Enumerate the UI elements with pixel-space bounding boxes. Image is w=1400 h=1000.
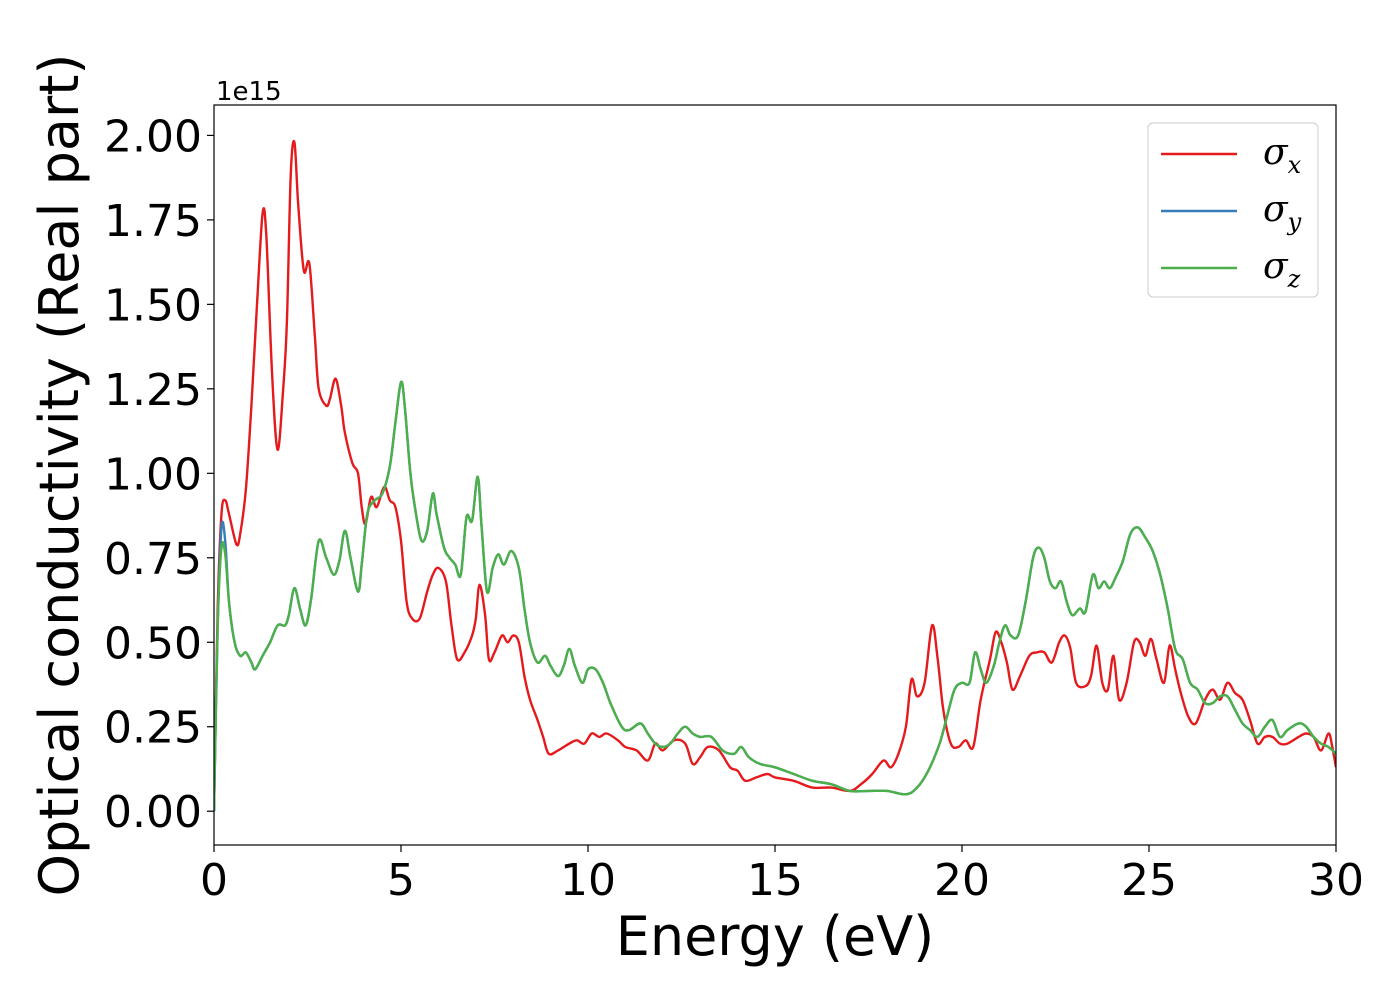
y-axis-offset-text: 1e15 [216, 77, 282, 107]
y-tick-label: 0.50 [104, 618, 202, 669]
legend-label-sigma-x: σx [1263, 132, 1302, 179]
x-tick-label: 10 [560, 855, 616, 906]
series-layer [214, 139, 1336, 812]
legend-label-sigma-z: σz [1263, 246, 1301, 293]
y-tick-label: 2.00 [104, 111, 202, 162]
legend-label-subscript: x [1288, 151, 1302, 179]
y-tick-label: 0.25 [104, 703, 202, 754]
y-tick-label: 1.50 [104, 280, 202, 331]
legend-label-symbol: σ [1263, 246, 1289, 287]
y-tick-label: 0.00 [104, 787, 202, 838]
legend-label-symbol: σ [1263, 132, 1289, 173]
x-tick-label: 5 [387, 855, 415, 906]
x-tick-label: 15 [747, 855, 803, 906]
x-axis-title: Energy (eV) [616, 905, 935, 968]
legend-label-subscript: z [1287, 265, 1301, 293]
y-tick-label: 1.00 [104, 449, 202, 500]
series-line-sigma-x [214, 139, 1336, 812]
y-axis-ticks: 0.00 0.25 0.50 0.75 1.00 1.25 1.50 1.75 2.00 [104, 111, 214, 838]
series-line-sigma-z [214, 380, 1336, 812]
x-tick-label: 25 [1121, 855, 1177, 906]
y-tick-label: 0.75 [104, 534, 202, 585]
legend-label-sigma-y: σy [1263, 189, 1302, 236]
y-tick-label: 1.75 [104, 196, 202, 247]
legend-label-symbol: σ [1263, 189, 1289, 230]
x-tick-label: 30 [1308, 855, 1364, 906]
x-tick-label: 20 [934, 855, 990, 906]
y-tick-label: 1.25 [104, 365, 202, 416]
x-axis-ticks: 0 5 10 15 20 25 30 [200, 845, 1364, 906]
legend-label-subscript: y [1287, 208, 1302, 236]
x-tick-label: 0 [200, 855, 228, 906]
y-axis-title: Optical conductivity (Real part) [28, 54, 91, 897]
